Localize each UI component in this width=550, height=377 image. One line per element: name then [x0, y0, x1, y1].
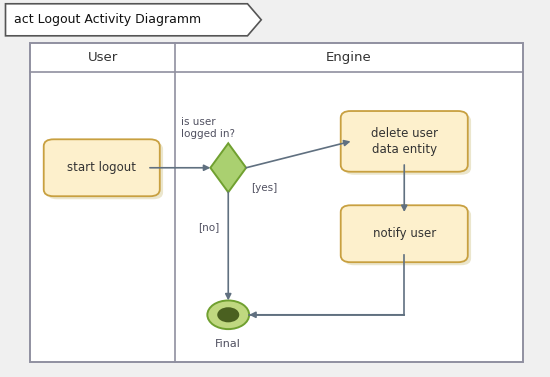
Text: [yes]: [yes] [252, 183, 278, 193]
Text: Final: Final [215, 339, 241, 349]
Text: [no]: [no] [198, 222, 219, 233]
FancyBboxPatch shape [344, 208, 471, 265]
Text: delete user
data entity: delete user data entity [371, 127, 438, 156]
Text: is user
logged in?: is user logged in? [182, 117, 235, 139]
Text: act Logout Activity Diagramm: act Logout Activity Diagramm [14, 13, 201, 26]
Circle shape [207, 300, 249, 329]
FancyBboxPatch shape [344, 114, 471, 175]
Text: start logout: start logout [67, 161, 136, 174]
Circle shape [217, 307, 239, 322]
Polygon shape [6, 4, 261, 36]
FancyBboxPatch shape [340, 111, 468, 172]
FancyBboxPatch shape [44, 139, 160, 196]
Text: notify user: notify user [373, 227, 436, 240]
FancyBboxPatch shape [30, 43, 522, 362]
FancyBboxPatch shape [340, 205, 468, 262]
Polygon shape [210, 143, 246, 192]
Text: Engine: Engine [326, 51, 372, 64]
FancyBboxPatch shape [47, 143, 163, 199]
Text: User: User [88, 51, 118, 64]
